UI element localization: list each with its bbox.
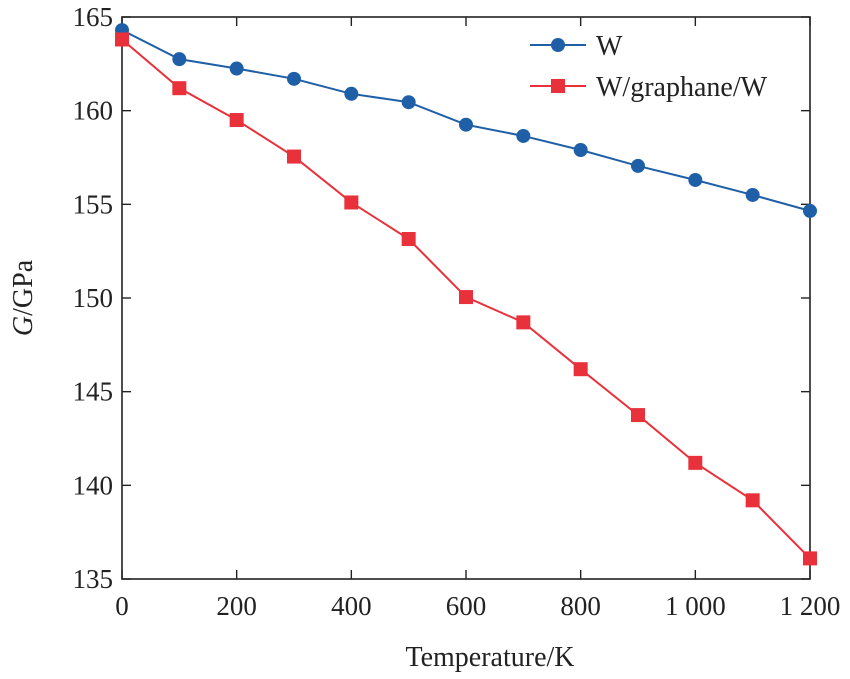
data-point-w [688, 172, 703, 187]
data-point-w-graphane-w [287, 149, 301, 164]
y-axis-title-unit: /GPa [8, 259, 39, 316]
data-point-w-graphane-w [344, 195, 359, 210]
y-tick-label: 145 [73, 377, 114, 407]
series-layer [115, 23, 817, 566]
data-point-w [516, 128, 531, 143]
data-point-w [401, 95, 416, 110]
data-point-w [573, 143, 588, 158]
data-point-w [745, 187, 760, 202]
y-tick-label: 140 [73, 470, 114, 500]
x-tick-label: 1 000 [665, 591, 726, 621]
data-point-w-graphane-w [229, 113, 244, 128]
data-point-w-graphane-w [688, 455, 703, 470]
x-tick-label: 1 200 [780, 591, 841, 621]
y-tick-label: 150 [73, 283, 114, 313]
x-tick-label: 400 [331, 591, 372, 621]
data-point-w-graphane-w [516, 315, 531, 330]
y-axis-title: G/GPa [8, 259, 39, 336]
data-point-w-graphane-w [631, 408, 645, 423]
y-tick-label: 135 [73, 564, 114, 594]
data-point-w [344, 86, 359, 101]
legend-label-w-graphane-w: W/graphane/W [596, 72, 768, 103]
data-point-w [172, 52, 187, 67]
x-tick-label: 0 [115, 591, 129, 621]
y-tick-label: 155 [73, 189, 114, 219]
data-point-w-graphane-w [459, 290, 473, 305]
x-tick-label: 800 [560, 591, 601, 621]
data-point-w [287, 71, 301, 86]
legend-marker-w [551, 38, 565, 52]
data-point-w-graphane-w [803, 551, 817, 566]
data-point-w-graphane-w [172, 81, 187, 96]
y-tick-label: 160 [73, 96, 114, 126]
data-point-w-graphane-w [573, 362, 588, 377]
data-point-w [229, 61, 244, 76]
data-point-w-graphane-w [401, 231, 416, 246]
data-point-w [803, 203, 817, 218]
data-point-w [631, 158, 645, 173]
legend: W W/graphane/W [530, 31, 768, 103]
data-point-w-graphane-w [745, 493, 760, 508]
x-tick-label: 600 [446, 591, 487, 621]
y-tick-label: 165 [73, 2, 114, 32]
y-axis-title-symbol: G [8, 316, 39, 336]
x-tick-label: 200 [216, 591, 257, 621]
legend-label-w: W [596, 31, 623, 62]
axis-ticks: 0 200 400 600 800 1 000 1 200 135 140 145 150 155 16… [73, 2, 841, 621]
legend-marker-w-graphane-w [551, 79, 565, 93]
data-point-w [459, 117, 473, 132]
x-axis-title: Temperature/K [405, 642, 574, 673]
data-point-w-graphane-w [115, 32, 129, 47]
